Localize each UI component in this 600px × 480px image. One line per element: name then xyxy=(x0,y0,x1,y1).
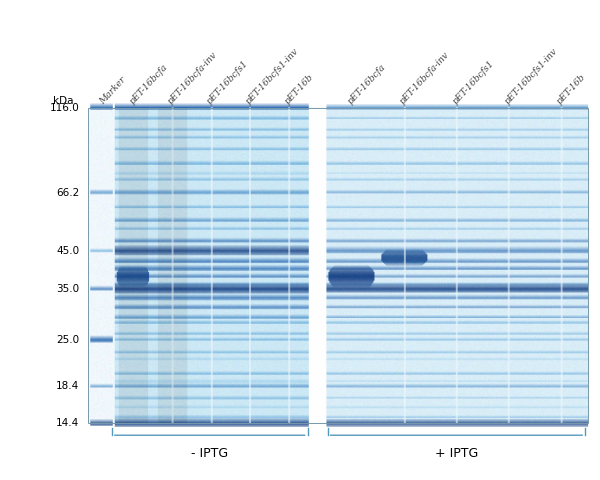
Text: pET-16bcfs1: pET-16bcfs1 xyxy=(451,59,496,106)
Text: 35.0: 35.0 xyxy=(56,284,79,294)
Bar xyxy=(309,108,326,423)
Text: pET-16bcfa-inv: pET-16bcfa-inv xyxy=(398,50,451,106)
Text: + IPTG: + IPTG xyxy=(435,447,478,460)
Text: 14.4: 14.4 xyxy=(56,419,79,429)
Text: Marker: Marker xyxy=(98,75,128,106)
Text: - IPTG: - IPTG xyxy=(191,447,229,460)
Text: 18.4: 18.4 xyxy=(56,382,79,391)
Text: pET-16bcfa: pET-16bcfa xyxy=(346,62,388,106)
Text: pET-16bcfa: pET-16bcfa xyxy=(128,62,169,106)
Text: pET-16bcfs1: pET-16bcfs1 xyxy=(205,59,250,106)
Text: pET-16bcfa-inv: pET-16bcfa-inv xyxy=(166,50,220,106)
Text: pET-16b: pET-16b xyxy=(556,72,587,106)
Text: 45.0: 45.0 xyxy=(56,246,79,256)
Text: 116.0: 116.0 xyxy=(50,103,79,113)
Text: pET-16bcfs1-inv: pET-16bcfs1-inv xyxy=(503,47,559,106)
Text: pET-16b: pET-16b xyxy=(283,72,315,106)
Text: kDa: kDa xyxy=(53,96,74,106)
Text: 25.0: 25.0 xyxy=(56,335,79,345)
Bar xyxy=(88,108,588,423)
Text: 66.2: 66.2 xyxy=(56,188,79,198)
Text: pET-16bcfs1-inv: pET-16bcfs1-inv xyxy=(244,47,301,106)
